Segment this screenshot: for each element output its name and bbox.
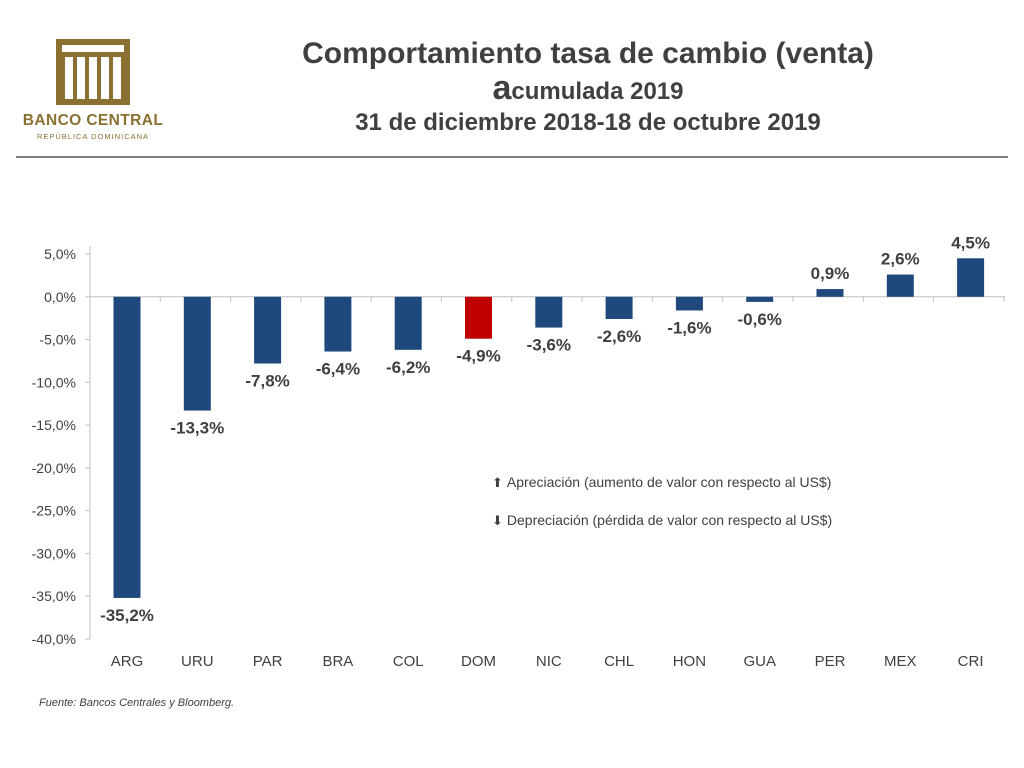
x-category-label: DOM [461,653,496,670]
building-columns-icon [56,39,130,105]
data-label-col: -6,2% [386,358,430,377]
x-category-label: NIC [536,653,562,670]
legend-appreciation-label: Apreciación (aumento de valor con respec… [506,474,832,490]
bar-nic [535,296,563,328]
bar-col [394,296,422,350]
bar-chl [605,296,633,320]
x-category-label: GUA [743,653,776,670]
down-arrow-icon: ⬇ [492,513,503,528]
banco-central-logo: BANCO CENTRAL REPÚBLICA DOMINICANA [18,34,168,146]
x-category-label: COL [393,653,424,670]
bar-bra [324,296,352,352]
x-category-label: MEX [884,653,917,670]
bar-dom [465,296,492,339]
data-label-dom: -4,9% [456,347,500,366]
y-tick-label: -35,0% [32,588,76,604]
data-label-hon: -1,6% [667,318,711,337]
y-tick-label: 0,0% [44,289,76,305]
y-tick-label: -40,0% [32,631,76,647]
title-line-2-first-letter: a [492,69,512,107]
y-tick-label: 5,0% [44,246,76,262]
header-divider [16,156,1008,158]
bar-arg [113,296,141,598]
bar-mex [886,274,914,297]
title-line-3: 31 de diciembre 2018-18 de octubre 2019 [355,109,821,136]
data-label-per: 0,9% [811,264,850,283]
x-category-label: PAR [253,653,283,670]
bar-par [254,296,282,364]
x-category-label: HON [673,653,706,670]
x-category-label: CRI [958,653,984,670]
data-label-cri: 4,5% [951,233,990,252]
data-label-nic: -3,6% [527,336,571,355]
source-note: Fuente: Bancos Centrales y Bloomberg. [39,697,235,709]
bar-cri [957,258,985,297]
logo-name: BANCO CENTRAL [22,112,164,129]
data-label-mex: 2,6% [881,250,920,269]
data-label-arg: -35,2% [100,606,154,625]
y-tick-label: -25,0% [32,503,76,519]
title-line-2-rest: cumulada 2019 [511,78,684,105]
data-label-bra: -6,4% [316,360,360,379]
bar-hon [675,296,703,311]
x-category-label: URU [181,653,214,670]
data-label-gua: -0,6% [737,310,781,329]
bar-uru [183,296,211,411]
x-category-label: PER [815,653,846,670]
data-label-chl: -2,6% [597,327,641,346]
legend-appreciation: ⬆ Apreciación (aumento de valor con respe… [492,474,831,491]
legend-depreciation: ⬇ Depreciación (pérdida de valor con resp… [492,512,832,529]
title-line-1: Comportamiento tasa de cambio (venta) [302,37,874,70]
y-tick-label: -20,0% [32,460,76,476]
data-label-par: -7,8% [245,372,289,391]
data-label-uru: -13,3% [170,419,224,438]
bar-gua [746,296,774,302]
y-tick-label: -10,0% [32,374,76,390]
title-line-2: acumulada 2019 [200,69,976,108]
up-arrow-icon: ⬆ [492,475,503,490]
legend-depreciation-label: Depreciación (pérdida de valor con respe… [506,512,833,528]
page-title: Comportamiento tasa de cambio (venta) ac… [200,36,976,138]
x-category-label: CHL [604,653,634,670]
x-category-label: BRA [322,653,353,670]
logo-subtitle: REPÚBLICA DOMINICANA [36,132,150,141]
y-tick-label: -5,0% [39,332,76,348]
x-category-label: ARG [111,653,144,670]
bar-per [816,289,844,297]
y-tick-label: -30,0% [32,545,76,561]
y-tick-label: -15,0% [32,417,76,433]
